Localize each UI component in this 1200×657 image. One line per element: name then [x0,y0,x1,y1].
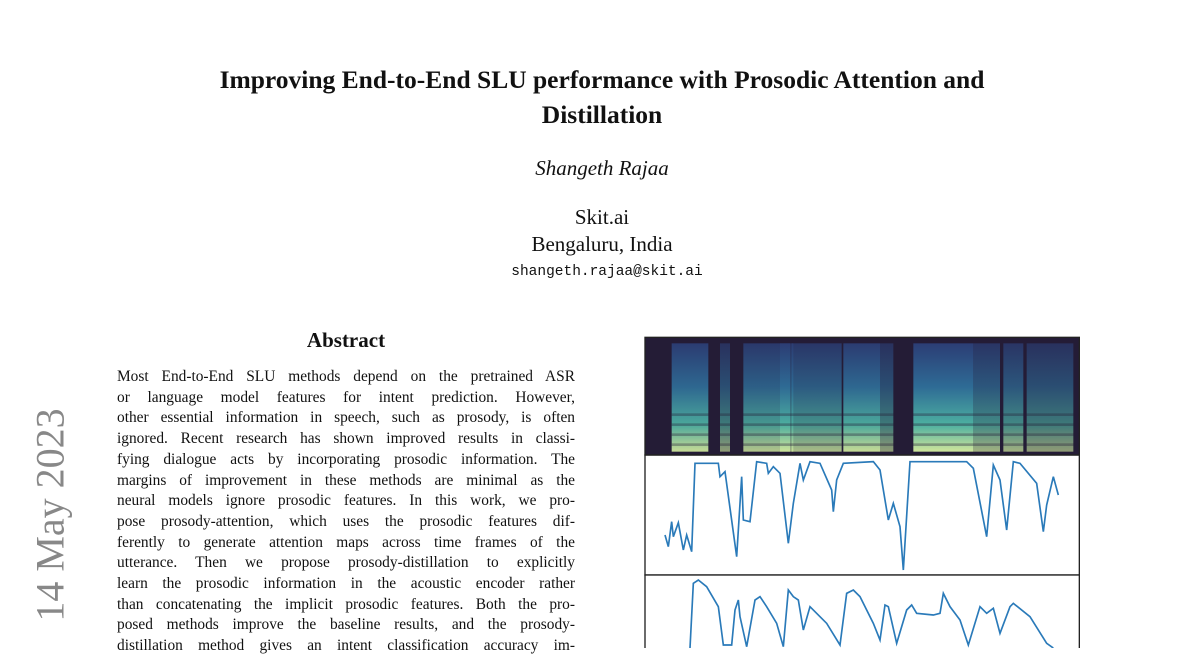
abstract-line: or language model features for intent pr… [117,388,575,406]
prosody-curve-1 [664,460,1060,571]
spectrogram-band [671,343,709,452]
abstract-line: ferently to generate attention maps acro… [117,533,575,551]
abstract-heading: Abstract [306,328,386,352]
affiliation-location: Bengaluru, India [531,232,673,256]
abstract-line: distillation method gives an intent clas… [117,637,575,655]
abstract-line: pose prosody-attention, which uses the p… [117,512,575,530]
spectrogram-band [880,343,894,452]
spectrogram [671,343,1079,452]
figure-prosody-plots [644,336,1080,648]
abstract-line: than concatenating the implicit prosodic… [117,595,575,613]
spectrogram-band [791,343,842,452]
abstract-line: neural models ignore prosodic features. … [117,492,575,510]
title-line-1: Improving End-to-End SLU performance wit… [219,65,985,94]
paper-title: Improving End-to-End SLU performance wit… [100,62,1104,132]
abstract-line: other essential information in speech, s… [117,409,575,427]
abstract-line: ignored. Recent research has shown impro… [117,430,575,448]
abstract-line: learn the prosodic information in the ac… [117,575,575,593]
spectrogram-band [1003,343,1024,452]
abstract-line: margins of improvement in these methods … [117,471,575,489]
abstract-body: Most End-to-End SLU methods depend on th… [117,367,575,657]
prosody-panel-2 [644,574,1080,648]
author-email: shangeth.rajaa@skit.ai [511,264,703,280]
abstract-line: utterance. Then we propose prosody-disti… [117,554,575,572]
prosody-curve-2 [689,578,1054,648]
affiliation-org: Skit.ai [574,205,630,229]
spectrogram-band [843,343,880,452]
abstract-line: posed methods improve the baseline resul… [117,616,575,634]
author-name: Shangeth Rajaa [535,156,669,180]
abstract-line: Most End-to-End SLU methods depend on th… [117,368,575,385]
arxiv-date-stamp: 14 May 2023 [27,408,73,622]
prosody-panel-1 [644,454,1080,576]
spectrogram-band [720,343,730,452]
spectrogram-band [780,343,794,452]
abstract-line: fying dialogue acts by incorporating pro… [117,450,575,468]
spectrogram-band [973,343,1000,452]
spectrogram-band [913,343,974,452]
spectrogram-band [1026,343,1074,452]
title-line-2: Distillation [541,100,663,129]
